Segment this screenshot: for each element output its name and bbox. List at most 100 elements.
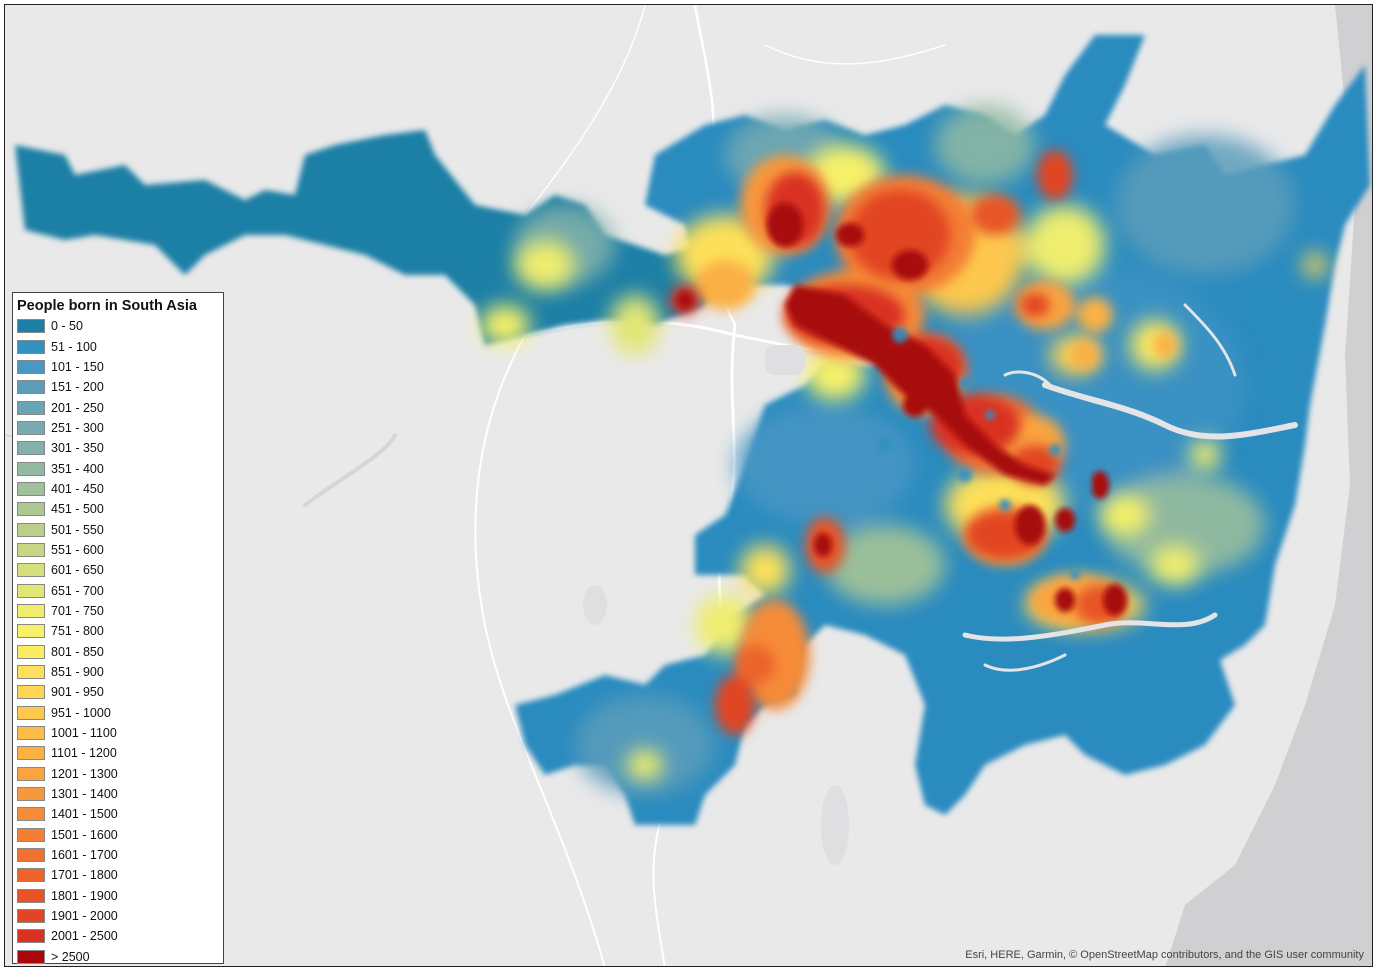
legend-swatch <box>17 807 45 822</box>
legend-item: 101 - 150 <box>17 357 219 377</box>
legend-swatch <box>17 868 45 883</box>
legend-label: 501 - 550 <box>51 522 104 537</box>
legend-label: 1301 - 1400 <box>51 787 118 802</box>
map-attribution: Esri, HERE, Garmin, © OpenStreetMap cont… <box>965 949 1364 961</box>
legend-swatch <box>17 665 45 680</box>
legend-label: 251 - 300 <box>51 420 104 435</box>
legend-label: > 2500 <box>51 949 90 964</box>
legend-swatch <box>17 522 45 537</box>
legend-label: 1601 - 1700 <box>51 848 118 863</box>
legend-item: 551 - 600 <box>17 540 219 560</box>
legend-label: 1001 - 1100 <box>51 726 117 741</box>
legend-item: 1501 - 1600 <box>17 825 219 845</box>
legend-swatch <box>17 359 45 374</box>
waterways <box>962 303 1298 672</box>
map-legend: People born in South Asia 0 - 50 51 - 100… <box>12 292 224 964</box>
legend-label: 801 - 850 <box>51 644 104 659</box>
legend-swatch <box>17 380 45 395</box>
legend-swatch <box>17 766 45 781</box>
legend-label: 1201 - 1300 <box>51 766 118 781</box>
legend-label: 2001 - 2500 <box>51 929 118 944</box>
legend-swatch <box>17 888 45 903</box>
legend-swatch <box>17 726 45 741</box>
density-surface <box>15 35 1370 825</box>
legend-label: 0 - 50 <box>51 319 83 334</box>
density-map[interactable] <box>5 5 1373 967</box>
legend-label: 1401 - 1500 <box>51 807 118 822</box>
legend-label: 201 - 250 <box>51 400 104 415</box>
legend-item: 201 - 250 <box>17 397 219 417</box>
legend-label: 1101 - 1200 <box>51 746 117 761</box>
legend-title: People born in South Asia <box>17 298 197 314</box>
legend-item: 1301 - 1400 <box>17 784 219 804</box>
legend-item: 751 - 800 <box>17 621 219 641</box>
light-areas <box>583 345 849 865</box>
legend-label: 101 - 150 <box>51 359 104 374</box>
legend-item: 1201 - 1300 <box>17 764 219 784</box>
legend-item: 1001 - 1100 <box>17 723 219 743</box>
legend-swatch <box>17 339 45 354</box>
legend-item: 1401 - 1500 <box>17 804 219 824</box>
legend-item: 251 - 300 <box>17 418 219 438</box>
legend-swatch <box>17 400 45 415</box>
legend-label: 351 - 400 <box>51 461 104 476</box>
legend-label: 301 - 350 <box>51 441 104 456</box>
legend-swatch <box>17 441 45 456</box>
legend-swatch <box>17 583 45 598</box>
legend-swatch <box>17 929 45 944</box>
legend-swatch <box>17 909 45 924</box>
legend-item: 451 - 500 <box>17 499 219 519</box>
legend-item: 1601 - 1700 <box>17 845 219 865</box>
legend-swatch <box>17 502 45 517</box>
legend-item: 1801 - 1900 <box>17 886 219 906</box>
legend-item: 51 - 100 <box>17 336 219 356</box>
legend-item: 901 - 950 <box>17 682 219 702</box>
legend-label: 901 - 950 <box>51 685 104 700</box>
legend-swatch <box>17 827 45 842</box>
ocean <box>1165 5 1372 966</box>
legend-item: 1901 - 2000 <box>17 906 219 926</box>
legend-label: 451 - 500 <box>51 502 104 517</box>
legend-swatch <box>17 563 45 578</box>
legend-label: 851 - 900 <box>51 665 104 680</box>
legend-swatch <box>17 848 45 863</box>
legend-swatch <box>17 787 45 802</box>
legend-item: 801 - 850 <box>17 642 219 662</box>
legend-item: 351 - 400 <box>17 458 219 478</box>
legend-label: 151 - 200 <box>51 380 104 395</box>
legend-item: 2001 - 2500 <box>17 926 219 946</box>
legend-label: 751 - 800 <box>51 624 104 639</box>
legend-item: 951 - 1000 <box>17 703 219 723</box>
legend-swatch <box>17 542 45 557</box>
map-frame: People born in South Asia 0 - 50 51 - 100… <box>4 4 1373 967</box>
legend-item: 151 - 200 <box>17 377 219 397</box>
legend-label: 51 - 100 <box>51 339 97 354</box>
legend-swatch <box>17 949 45 964</box>
legend-item: 1701 - 1800 <box>17 865 219 885</box>
legend-label: 651 - 700 <box>51 583 104 598</box>
legend-swatch <box>17 461 45 476</box>
legend-item: 651 - 700 <box>17 580 219 600</box>
legend-swatch <box>17 420 45 435</box>
legend-label: 1801 - 1900 <box>51 888 118 903</box>
legend-item: 851 - 900 <box>17 662 219 682</box>
legend-item: 1101 - 1200 <box>17 743 219 763</box>
legend-item: 601 - 650 <box>17 560 219 580</box>
legend-item: 501 - 550 <box>17 519 219 539</box>
legend-swatch <box>17 746 45 761</box>
legend-swatch <box>17 603 45 618</box>
legend-label: 1701 - 1800 <box>51 868 118 883</box>
legend-item: 0 - 50 <box>17 316 219 336</box>
legend-label: 1901 - 2000 <box>51 909 118 924</box>
legend-rows: 0 - 50 51 - 100 101 - 150 151 - 200 201 - 25… <box>17 316 219 966</box>
legend-label: 701 - 750 <box>51 603 104 618</box>
legend-swatch <box>17 624 45 639</box>
legend-label: 1501 - 1600 <box>51 827 118 842</box>
legend-swatch <box>17 481 45 496</box>
region-west-strip <box>15 130 725 345</box>
legend-item: 701 - 750 <box>17 601 219 621</box>
legend-item: > 2500 <box>17 947 219 966</box>
legend-swatch <box>17 705 45 720</box>
legend-swatch <box>17 685 45 700</box>
legend-label: 401 - 450 <box>51 481 104 496</box>
